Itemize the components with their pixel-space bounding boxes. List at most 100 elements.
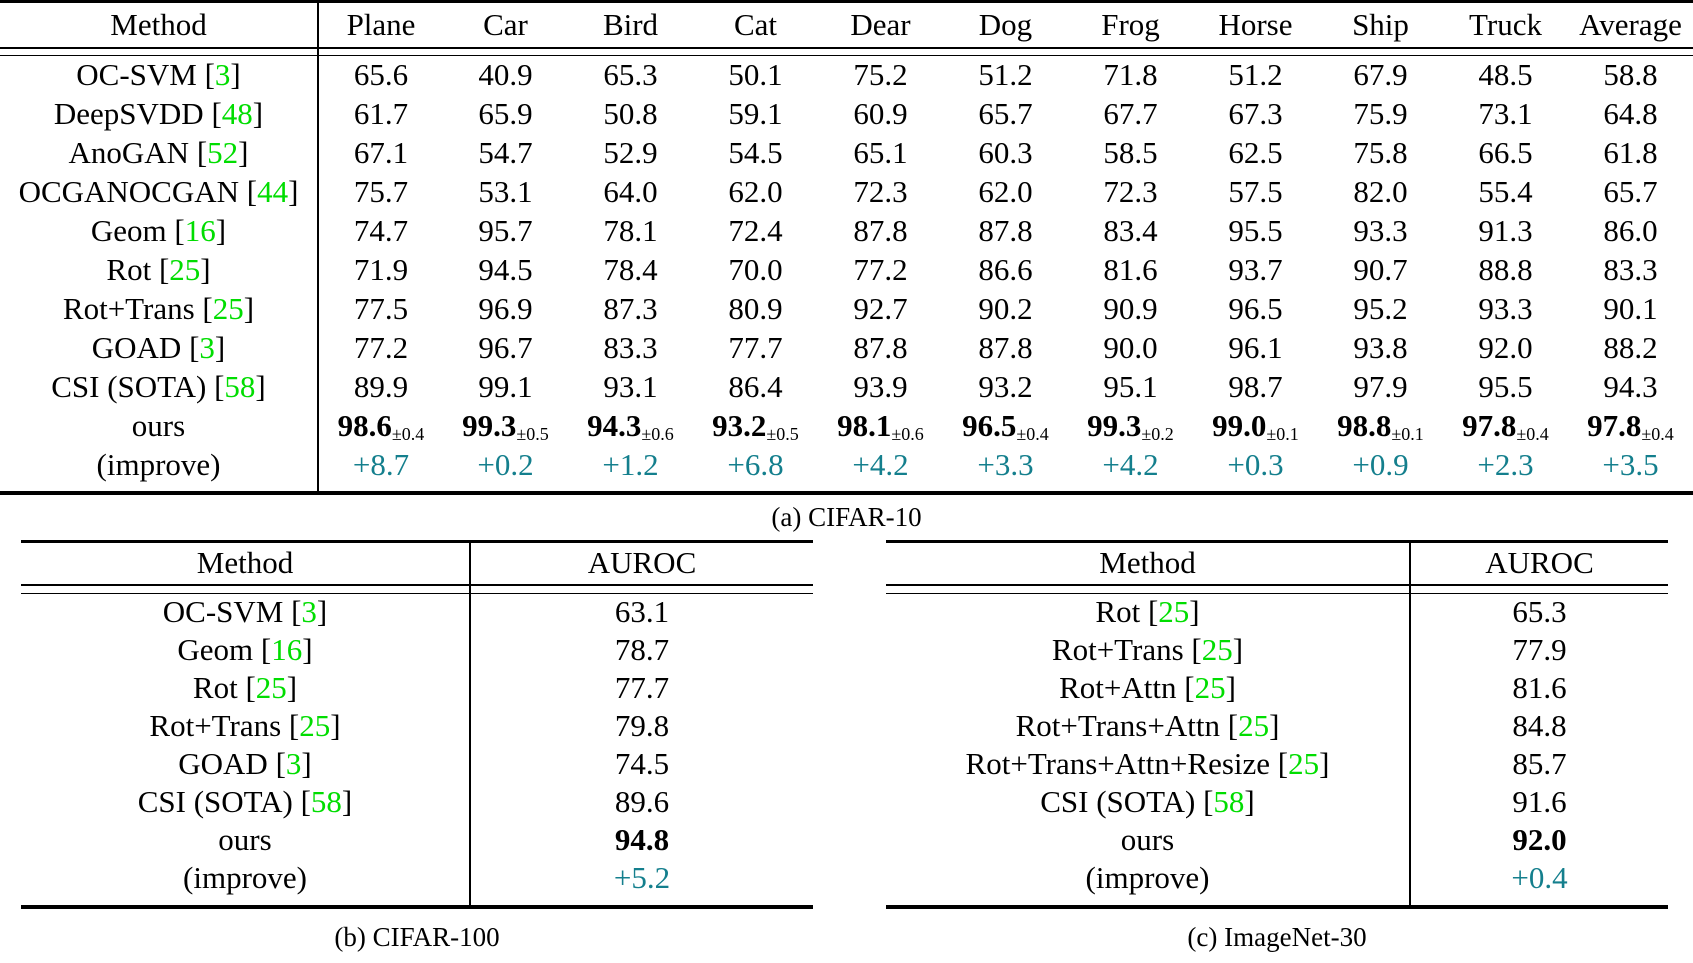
column-header: Dog [943,1,1068,49]
citation-link[interactable]: 44 [257,174,289,209]
method-cell: OCGANOCGAN [44] [0,172,319,212]
header-rule [568,47,693,56]
ours-value: 97.8 [1462,407,1517,443]
value-cell: 60.3 [978,135,1033,170]
plus-minus-stddev: ±0.4 [391,423,425,444]
method-cell: (improve) [0,445,319,485]
ours-value: 94.3 [587,407,642,443]
citation-link[interactable]: 16 [271,632,303,667]
citation-link[interactable]: 16 [184,213,216,248]
value-cell: 98.6±0.4 [318,407,443,446]
value-cell: 70.0 [728,252,783,287]
table-row: AnoGAN [52] 67.1 54.7 52.9 54.5 65.1 60.3 58.5 6… [0,133,1693,173]
value-cell: 80.9 [728,291,783,326]
value-cell: 94.5 [478,252,533,287]
value-cell: 94.3 [1603,369,1658,404]
plus-minus-stddev: ±0.5 [516,423,549,444]
value-cell: 72.4 [728,213,783,248]
column-header: Horse [1193,1,1318,49]
table-bottom-spacer [1443,485,1568,493]
table-row: Geom [16] 78.7 [21,631,813,669]
value-cell: 87.3 [603,291,658,326]
citation-link[interactable]: 25 [212,291,244,326]
table-bottom-spacer [818,485,943,493]
plus-minus-stddev: ±0.4 [1641,423,1674,444]
citation-link[interactable]: 25 [169,252,201,287]
value-cell: 94.3±0.6 [568,407,693,446]
citation-link[interactable]: 3 [199,330,215,365]
value-cell: 77.9 [1512,632,1567,667]
table-row: (improve) +8.7 +0.2 +1.2 +6.8 +4.2 +3.3 +4.2 +0.… [0,445,1693,485]
value-cell: 93.2±0.5 [693,407,818,446]
method-cell: Rot [25] [21,669,471,707]
value-cell: 72.3 [853,174,908,209]
column-header: Dear [818,1,943,49]
value-cell: 98.8±0.1 [1318,407,1443,446]
value-cell: 96.9 [478,291,533,326]
table-row: DeepSVDD [48] 61.7 65.9 50.8 59.1 60.9 65.7 67.… [0,94,1693,134]
citation-link[interactable]: 25 [1201,632,1233,667]
citation-link[interactable]: 58 [310,784,342,819]
value-cell: 85.7 [1512,746,1567,781]
value-cell: 78.4 [603,252,658,287]
citation-link[interactable]: 3 [214,57,231,93]
method-cell: Rot+Trans [25] [21,707,471,745]
value-cell: 50.8 [603,96,658,131]
table-bottom-spacer [693,485,818,493]
header-rule [443,47,568,56]
table-bottom-spacer [1568,485,1693,493]
value-cell: 93.2 [978,369,1033,404]
citation-link[interactable]: 25 [1238,708,1270,743]
value-cell: 78.1 [603,213,658,248]
table-bottom-spacer [1193,485,1318,493]
method-cell: Rot [25] [0,250,319,290]
method-cell: Rot+Trans+Attn+Resize [25] [886,745,1411,783]
imagenet30-table: Method AUROC Rot [25] 65.3 Rot+Trans [25] 77.… [886,539,1668,909]
table-bottom-spacer [21,897,471,907]
value-cell: 95.7 [478,213,533,248]
value-cell: 93.3 [1478,291,1533,326]
value-cell: +1.2 [602,447,659,482]
citation-link[interactable]: 25 [1158,594,1190,630]
citation-link[interactable]: 52 [207,135,239,170]
table-row: (improve) +0.4 [886,859,1668,897]
citation-link[interactable]: 25 [1194,670,1226,705]
method-cell: GOAD [3] [21,745,471,783]
value-cell: 67.9 [1353,57,1408,93]
table-row: Rot+Trans [25] 77.5 96.9 87.3 80.9 92.7 90.2 90… [0,289,1693,329]
value-cell: 75.7 [353,174,409,209]
value-cell: +4.2 [1102,447,1159,482]
ours-value: 99.3 [462,407,517,443]
value-cell: 57.5 [1228,174,1283,209]
value-cell: 92.7 [853,291,908,326]
column-header: Average [1568,1,1693,49]
citation-link[interactable]: 3 [301,594,317,630]
value-cell: 58.5 [1103,135,1158,170]
value-cell: 51.2 [978,57,1033,93]
value-cell: 40.9 [478,57,533,93]
citation-link[interactable]: 58 [1213,784,1245,819]
citation-link[interactable]: 25 [255,670,287,705]
citation-link[interactable]: 25 [1288,746,1320,781]
method-cell: Rot+Attn [25] [886,669,1411,707]
plus-minus-stddev: ±0.6 [891,423,924,444]
value-cell: 62.0 [978,174,1033,209]
value-cell: 90.2 [978,291,1033,326]
value-cell: 59.1 [728,96,783,131]
citation-link[interactable]: 58 [224,369,256,404]
value-cell: +5.2 [613,860,671,895]
citation-link[interactable]: 3 [285,746,302,781]
value-cell: 79.8 [614,708,670,743]
value-cell: +4.2 [852,447,909,482]
ours-value: 97.8 [1587,407,1642,443]
citation-link[interactable]: 48 [221,96,253,131]
imagenet30-section: Method AUROC Rot [25] 65.3 Rot+Trans [25] 77.… [886,539,1668,955]
table-row: Rot+Attn [25] 81.6 [886,669,1668,707]
value-cell: 67.1 [353,135,409,170]
value-cell: 74.7 [353,213,409,248]
value-cell: 99.0±0.1 [1193,407,1318,446]
citation-link[interactable]: 25 [299,708,331,743]
value-cell: 65.7 [978,96,1033,131]
column-header: Method [886,541,1411,586]
value-cell: 63.1 [614,594,670,630]
